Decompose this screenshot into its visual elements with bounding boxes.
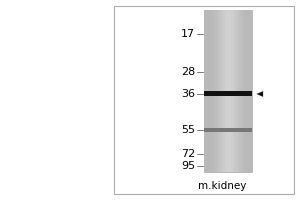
Bar <box>236 10 238 172</box>
Bar <box>244 10 246 172</box>
Bar <box>209 10 210 172</box>
Bar <box>234 10 236 172</box>
Bar <box>204 128 252 132</box>
Bar <box>241 10 242 172</box>
Bar <box>233 10 234 172</box>
Bar <box>228 10 230 172</box>
Bar <box>204 91 252 96</box>
FancyBboxPatch shape <box>204 10 252 172</box>
Text: 28: 28 <box>181 67 195 77</box>
Bar <box>222 10 223 172</box>
Bar <box>210 10 212 172</box>
Bar <box>238 10 239 172</box>
Text: 36: 36 <box>181 89 195 99</box>
Text: m.kidney: m.kidney <box>198 181 246 191</box>
Bar <box>204 10 206 172</box>
Bar <box>239 10 241 172</box>
Bar <box>249 10 250 172</box>
Bar <box>250 10 252 172</box>
Text: 55: 55 <box>181 125 195 135</box>
Bar <box>225 10 226 172</box>
Bar <box>217 10 218 172</box>
Bar <box>220 10 222 172</box>
Bar <box>242 10 244 172</box>
Bar <box>215 10 217 172</box>
Bar <box>214 10 215 172</box>
Bar <box>212 10 214 172</box>
Bar <box>223 10 225 172</box>
Bar <box>207 10 209 172</box>
Bar <box>247 10 249 172</box>
FancyBboxPatch shape <box>114 6 294 194</box>
Bar <box>231 10 233 172</box>
Bar <box>206 10 207 172</box>
Bar <box>230 10 231 172</box>
Text: 95: 95 <box>181 161 195 171</box>
Polygon shape <box>256 91 263 97</box>
Text: 17: 17 <box>181 29 195 39</box>
Bar <box>246 10 247 172</box>
Text: 72: 72 <box>181 149 195 159</box>
Bar <box>226 10 228 172</box>
Bar <box>218 10 220 172</box>
